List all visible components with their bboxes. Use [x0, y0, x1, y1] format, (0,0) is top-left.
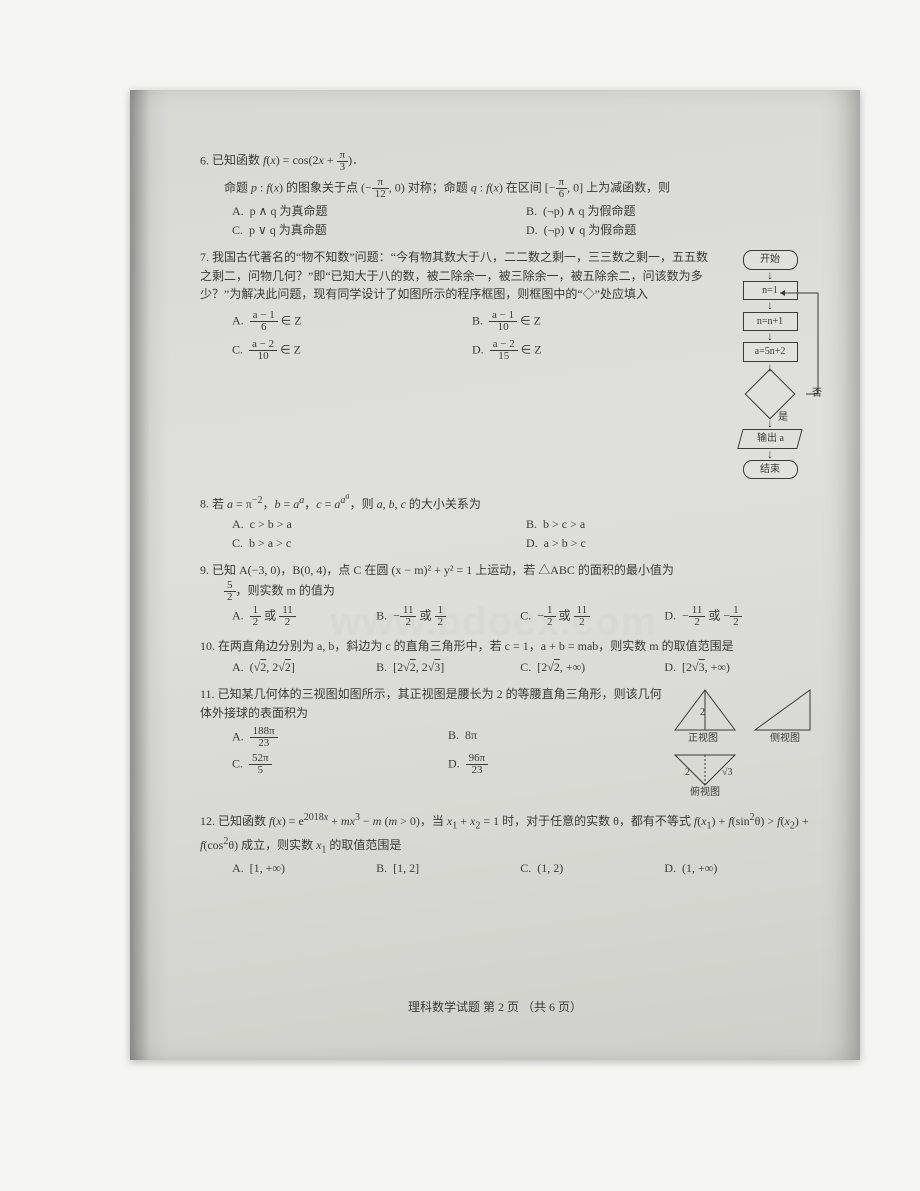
fc-branch-yes: 是 — [778, 410, 788, 426]
fc-arrow-icon: ↓ — [720, 333, 820, 340]
q10-opt-C: C. [2√2, +∞) — [520, 658, 661, 677]
q6-opt-D: D. (¬p) ∨ q 为假命题 — [526, 221, 820, 240]
q6-opt-A: A. p ∧ q 为真命题 — [232, 202, 526, 221]
fc-output: 输出 a — [737, 429, 802, 449]
q11-opt-C: C. 52π5 — [232, 753, 448, 776]
q12-stem: 已知函数 f(x) = e2018x + mx3 − m (m > 0)，当 x… — [200, 814, 809, 852]
q6-opt-B: B. (¬p) ∧ q 为假命题 — [526, 202, 820, 221]
q8-stem: 若 a = π−2，b = aa，c = aaa，则 a, b, c 的大小关系… — [212, 497, 481, 511]
q12-opt-A: A. [1, +∞) — [232, 859, 373, 878]
q7-opt-C: C. a − 210 ∈ Z — [232, 339, 472, 362]
q12-options: A. [1, +∞) B. [1, 2] C. (1, 2) D. (1, +∞… — [232, 859, 820, 878]
q8-number: 8. — [200, 497, 209, 511]
page-footer: 理科数学试题 第 2 页 （共 6 页） — [130, 998, 860, 1015]
svg-text:正视图: 正视图 — [688, 731, 718, 744]
fc-arrow-icon: ↓ — [720, 272, 820, 279]
fc-end: 结束 — [743, 460, 798, 480]
q12-opt-C: C. (1, 2) — [520, 859, 661, 878]
q10-number: 10. — [200, 639, 215, 653]
question-6: 6. 已知函数 f(x) = cos(2x + π3)． 命题 p : f(x)… — [200, 150, 820, 239]
q12-opt-B: B. [1, 2] — [376, 859, 517, 878]
q8-opt-A: A. c > b > a — [232, 515, 526, 534]
question-12: 12. 已知函数 f(x) = e2018x + mx3 − m (m > 0)… — [200, 810, 820, 878]
q8-opt-D: D. a > b > c — [526, 534, 820, 553]
fc-arrow-icon: ↓ — [720, 420, 820, 427]
q9-opt-B: B. −112 或 12 — [376, 605, 517, 628]
q6-stem: 已知函数 f(x) = cos(2x + π3)． — [212, 153, 364, 167]
q9-number: 9. — [200, 563, 209, 577]
exam-page: www.bdocx.com 6. 已知函数 f(x) = cos(2x + π3… — [130, 90, 860, 1060]
q9-stem: 已知 A(−3, 0)，B(0, 4)，点 C 在圆 (x − m)² + y²… — [212, 563, 674, 577]
q7-opt-B: B. a − 110 ∈ Z — [472, 310, 712, 333]
question-11: 11. 已知某几何体的三视图如图所示，其正视图是腰长为 2 的等腰直角三角形，则… — [200, 685, 820, 801]
content-area: 6. 已知函数 f(x) = cos(2x + π3)． 命题 p : f(x)… — [200, 150, 820, 887]
q7-options: A. a − 16 ∈ Z B. a − 110 ∈ Z C. a − 210 … — [232, 310, 712, 362]
q10-options: A. (√2, 2√2] B. [2√2, 2√3] C. [2√2, +∞) … — [232, 658, 820, 677]
q9-opt-D: D. −112 或 −12 — [664, 605, 805, 628]
svg-text:√3: √3 — [722, 767, 733, 778]
fc-arrow-icon: ↓ — [720, 302, 820, 309]
svg-text:2: 2 — [685, 767, 690, 778]
q8-options: A. c > b > a B. b > c > a C. b > a > c D… — [232, 515, 820, 552]
q9-opt-C: C. −12 或 112 — [520, 605, 661, 628]
question-10: 10. 在两直角边分别为 a, b，斜边为 c 的直角三角形中，若 c = 1，… — [200, 637, 820, 676]
q6-sub: 命题 p : f(x) 的图象关于点 (−π12, 0) 对称；命题 q : f… — [224, 177, 820, 200]
binding-shadow — [130, 90, 170, 1060]
q9-options: A. 12 或 112 B. −112 或 12 C. −12 或 112 D.… — [232, 605, 820, 628]
q10-opt-B: B. [2√2, 2√3] — [376, 658, 517, 677]
q7-number: 7. — [200, 250, 209, 264]
q7-opt-A: A. a − 16 ∈ Z — [232, 310, 472, 333]
q8-opt-C: C. b > a > c — [232, 534, 526, 553]
q6-number: 6. — [200, 153, 209, 167]
svg-text:俯视图: 俯视图 — [690, 785, 720, 798]
q11-opt-B: B. 8π — [448, 726, 664, 749]
q9-opt-A: A. 12 或 112 — [232, 605, 373, 628]
q11-options: A. 188π23 B. 8π C. 52π5 D. 96π23 — [232, 726, 664, 776]
question-9: 9. 已知 A(−3, 0)，B(0, 4)，点 C 在圆 (x − m)² +… — [200, 561, 820, 628]
fc-assign: a=5n+2 — [743, 342, 798, 362]
q6-options: A. p ∧ q 为真命题 B. (¬p) ∧ q 为假命题 C. p ∨ q … — [232, 202, 820, 239]
svg-text:2: 2 — [700, 707, 705, 718]
q11-opt-A: A. 188π23 — [232, 726, 448, 749]
q11-number: 11. — [200, 687, 215, 701]
q12-opt-D: D. (1, +∞) — [664, 859, 805, 878]
three-views-diagram: 2 正视图 侧视图 2 √3 俯视图 — [670, 685, 820, 801]
q11-opt-D: D. 96π23 — [448, 753, 664, 776]
q7-stem: 我国古代著名的“物不知数”问题：“今有物其数大于八，二二数之剩一，三三数之剩一，… — [200, 250, 708, 301]
q9-stem2: 52，则实数 m 的值为 — [224, 580, 820, 603]
q10-stem: 在两直角边分别为 a, b，斜边为 c 的直角三角形中，若 c = 1，a + … — [218, 639, 734, 653]
fc-branch-no: 否 — [812, 386, 822, 402]
question-8: 8. 若 a = π−2，b = aa，c = aaa，则 a, b, c 的大… — [200, 490, 820, 552]
q8-opt-B: B. b > c > a — [526, 515, 820, 534]
q6-opt-C: C. p ∨ q 为真命题 — [232, 221, 526, 240]
q7-opt-D: D. a − 215 ∈ Z — [472, 339, 712, 362]
q11-stem: 已知某几何体的三视图如图所示，其正视图是腰长为 2 的等腰直角三角形，则该几何体… — [200, 687, 662, 720]
q10-opt-D: D. [2√3, +∞) — [664, 658, 805, 677]
svg-text:侧视图: 侧视图 — [770, 731, 800, 744]
question-7: 7. 我国古代著名的“物不知数”问题：“今有物其数大于八，二二数之剩一，三三数之… — [200, 248, 820, 481]
fc-start: 开始 — [743, 250, 798, 270]
flowchart: 开始 ↓ n=1 ↓ n=n+1 ↓ a=5n+2 ↓ 否 是 — [720, 248, 820, 481]
q12-number: 12. — [200, 814, 215, 828]
fc-arrow-icon: ↓ — [720, 451, 820, 458]
q10-opt-A: A. (√2, 2√2] — [232, 658, 373, 677]
